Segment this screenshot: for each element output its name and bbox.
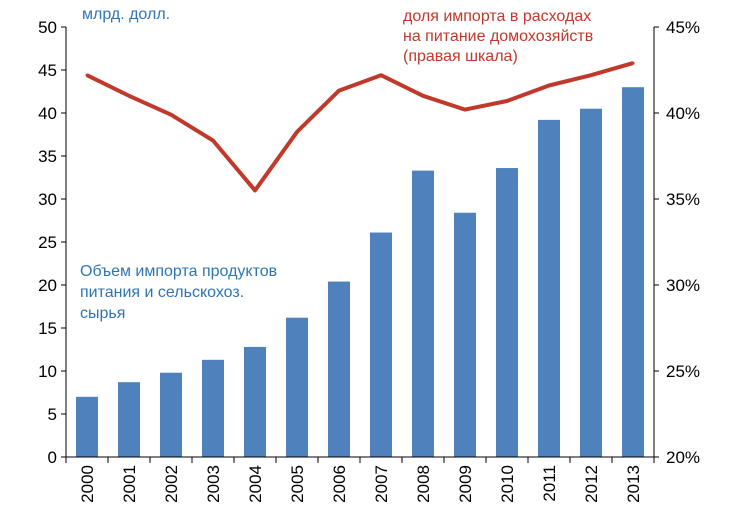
share-point-2005 [295,130,299,134]
bar-series-label: Объем импорта продуктов [80,263,277,280]
left-tick-label: 10 [38,362,57,381]
bar-2009 [454,212,476,457]
left-tick-label: 40 [38,104,57,123]
share-point-2012 [589,73,593,77]
x-tick-label-2002: 2002 [162,465,181,503]
share-point-2011 [547,83,551,87]
bar-2003 [202,359,224,457]
right-tick-label: 35% [666,190,700,209]
share-point-2009 [463,108,467,112]
right-tick-label: 40% [666,104,700,123]
bar-2002 [160,372,182,457]
bar-2006 [328,281,350,457]
bar-2011 [538,119,560,457]
right-tick-label: 45% [666,18,700,37]
axes-layer: 0 5 10 15 20 25 30 35 40 45 50 20% 25% 30% 35% 40% 45% 20… [38,18,700,503]
share-point-2010 [505,99,509,103]
x-tick-label-2003: 2003 [204,465,223,503]
line-series-label: доля импорта в расходах [403,8,591,25]
bars-layer [76,87,644,458]
left-tick-label: 5 [48,405,57,424]
right-tick-label: 30% [666,276,700,295]
share-point-2013 [631,61,635,65]
bar-2013 [622,87,644,457]
left-tick-label: 45 [38,61,57,80]
share-point-2003 [211,139,215,143]
x-tick-label-2011: 2011 [540,465,559,502]
right-tick-label: 25% [666,362,700,381]
line-series-label: на питание домохозяйств [403,28,593,45]
share-point-2004 [253,188,257,192]
bar-series-label: сырья [80,305,125,322]
left-tick-label: 25 [38,233,57,252]
x-tick-label-2013: 2013 [624,465,643,503]
x-tick-label-2001: 2001 [120,465,139,503]
x-tick-label-2012: 2012 [582,465,601,503]
bar-2008 [412,170,434,457]
left-unit-label: млрд. долл. [82,6,170,23]
share-point-2000 [85,73,89,77]
bar-2005 [286,317,308,457]
line-layer [85,61,635,193]
x-tick-label-2004: 2004 [246,465,265,503]
bar-2004 [244,346,266,457]
share-point-2006 [337,89,341,93]
left-tick-label: 0 [48,448,57,467]
bar-2001 [118,382,140,457]
left-tick-label: 15 [38,319,57,338]
x-tick-label-2010: 2010 [498,465,517,503]
bar-series-label: питания и сельскохоз. [80,284,244,301]
x-tick-label-2007: 2007 [372,465,391,503]
bar-2012 [580,108,602,457]
x-tick-label-2005: 2005 [288,465,307,503]
line-series-label: (правая шкала) [403,48,518,65]
left-tick-label: 35 [38,147,57,166]
x-tick-label-2000: 2000 [78,465,97,503]
share-line [86,61,634,193]
annotations-layer: млрд. долл. Объем импорта продуктов питани… [80,6,593,322]
x-tick-label-2009: 2009 [456,465,475,503]
share-point-2007 [379,73,383,77]
left-tick-label: 20 [38,276,57,295]
share-point-2002 [169,113,173,117]
x-tick-label-2006: 2006 [330,465,349,503]
right-tick-label: 20% [666,448,700,467]
x-tick-label-2008: 2008 [414,465,433,503]
left-tick-label: 30 [38,190,57,209]
share-point-2008 [421,94,425,98]
left-tick-label: 50 [38,18,57,37]
share-point-2001 [127,94,131,98]
bar-2000 [76,396,98,457]
bar-2007 [370,232,392,457]
bar-2010 [496,168,518,458]
